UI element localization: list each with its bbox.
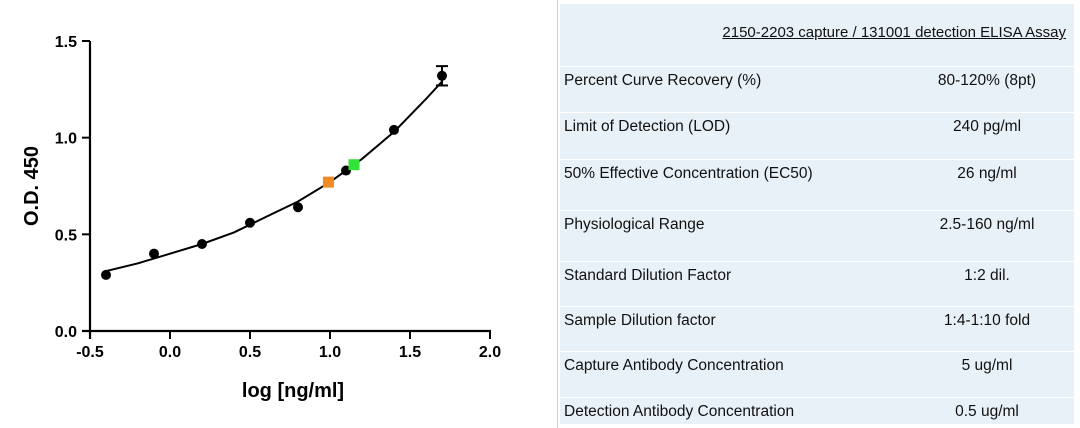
y-tick-label: 0.5 <box>55 227 77 244</box>
table-row: Percent Curve Recovery (%) 80-120% (8pt) <box>560 66 1074 95</box>
x-tick-label: 2.0 <box>479 344 501 361</box>
table-row-value: 26 ng/ml <box>957 165 1017 182</box>
table-row-value: 1:2 dil. <box>964 267 1010 284</box>
od-standard-curve-chart: -0.5 0.0 0.5 1.0 1.5 2.0 0.0 0.5 1.0 1.5 log [ng/… <box>21 34 501 402</box>
data-point <box>437 70 447 81</box>
fit-curve-line <box>105 80 443 273</box>
assay-spec-table: 2150-2203 capture / 131001 detection ELI… <box>560 4 1074 424</box>
table-row-value: 2.5-160 ng/ml <box>939 216 1035 233</box>
orange-sample-marker <box>322 176 334 188</box>
table-row: Standard Dilution Factor 1:2 dil. <box>560 261 1074 290</box>
x-tick-label: 1.0 <box>319 344 341 361</box>
table-row-value: 0.5 ug/ml <box>955 403 1019 420</box>
data-point <box>293 202 303 213</box>
table-row-label: Physiological Range <box>564 216 705 233</box>
data-point <box>245 217 255 228</box>
x-tick-label: 1.5 <box>399 344 421 361</box>
data-points-group <box>101 65 448 280</box>
table-row-label: Standard Dilution Factor <box>564 267 732 284</box>
table-row-label: Detection Antibody Concentration <box>564 403 795 420</box>
table-row: Physiological Range 2.5-160 ng/ml <box>560 210 1074 239</box>
x-tick-label: 0.0 <box>159 344 181 361</box>
table-row-label: 50% Effective Concentration (EC50) <box>564 165 813 182</box>
y-axis-label: O.D. 450 <box>21 146 43 226</box>
table-row-label: Capture Antibody Concentration <box>564 357 784 374</box>
table-row: Detection Antibody Concentration 0.5 ug/m… <box>560 397 1074 426</box>
y-tick-label: 0.0 <box>55 324 77 341</box>
table-row: Capture Antibody Concentration 5 ug/ml <box>560 351 1074 380</box>
x-axis-label: log [ng/ml] <box>242 380 344 402</box>
y-tick-label: 1.0 <box>55 131 77 148</box>
table-row-value: 5 ug/ml <box>961 357 1013 374</box>
chart-panel: -0.5 0.0 0.5 1.0 1.5 2.0 0.0 0.5 1.0 1.5 log [ng/… <box>21 34 502 402</box>
fit-curve-group <box>105 80 443 273</box>
data-point <box>389 124 399 135</box>
table-row: Sample Dilution factor 1:4-1:10 fold <box>560 306 1074 335</box>
table-row: Limit of Detection (LOD) 240 pg/ml <box>560 112 1074 141</box>
table-row-label: Limit of Detection (LOD) <box>564 118 731 135</box>
data-point <box>149 248 159 259</box>
green-sample-marker <box>348 159 360 171</box>
table-row-value: 80-120% (8pt) <box>937 72 1037 89</box>
chart-axes: -0.5 0.0 0.5 1.0 1.5 2.0 0.0 0.5 1.0 1.5 <box>55 34 501 361</box>
data-point <box>197 239 207 249</box>
y-tick-label: 1.5 <box>55 34 77 51</box>
x-tick-label: -0.5 <box>76 344 104 361</box>
table-row-label: Percent Curve Recovery (%) <box>564 72 762 89</box>
table-row: 50% Effective Concentration (EC50) 26 ng/… <box>560 159 1074 188</box>
table-title: 2150-2203 capture / 131001 detection ELI… <box>722 24 1066 41</box>
data-point <box>101 269 111 280</box>
table-row-value: 1:4-1:10 fold <box>943 312 1031 329</box>
x-tick-label: 0.5 <box>239 344 261 361</box>
panel-divider <box>557 0 558 428</box>
table-row-value: 240 pg/ml <box>952 118 1022 135</box>
table-row-label: Sample Dilution factor <box>564 312 716 329</box>
